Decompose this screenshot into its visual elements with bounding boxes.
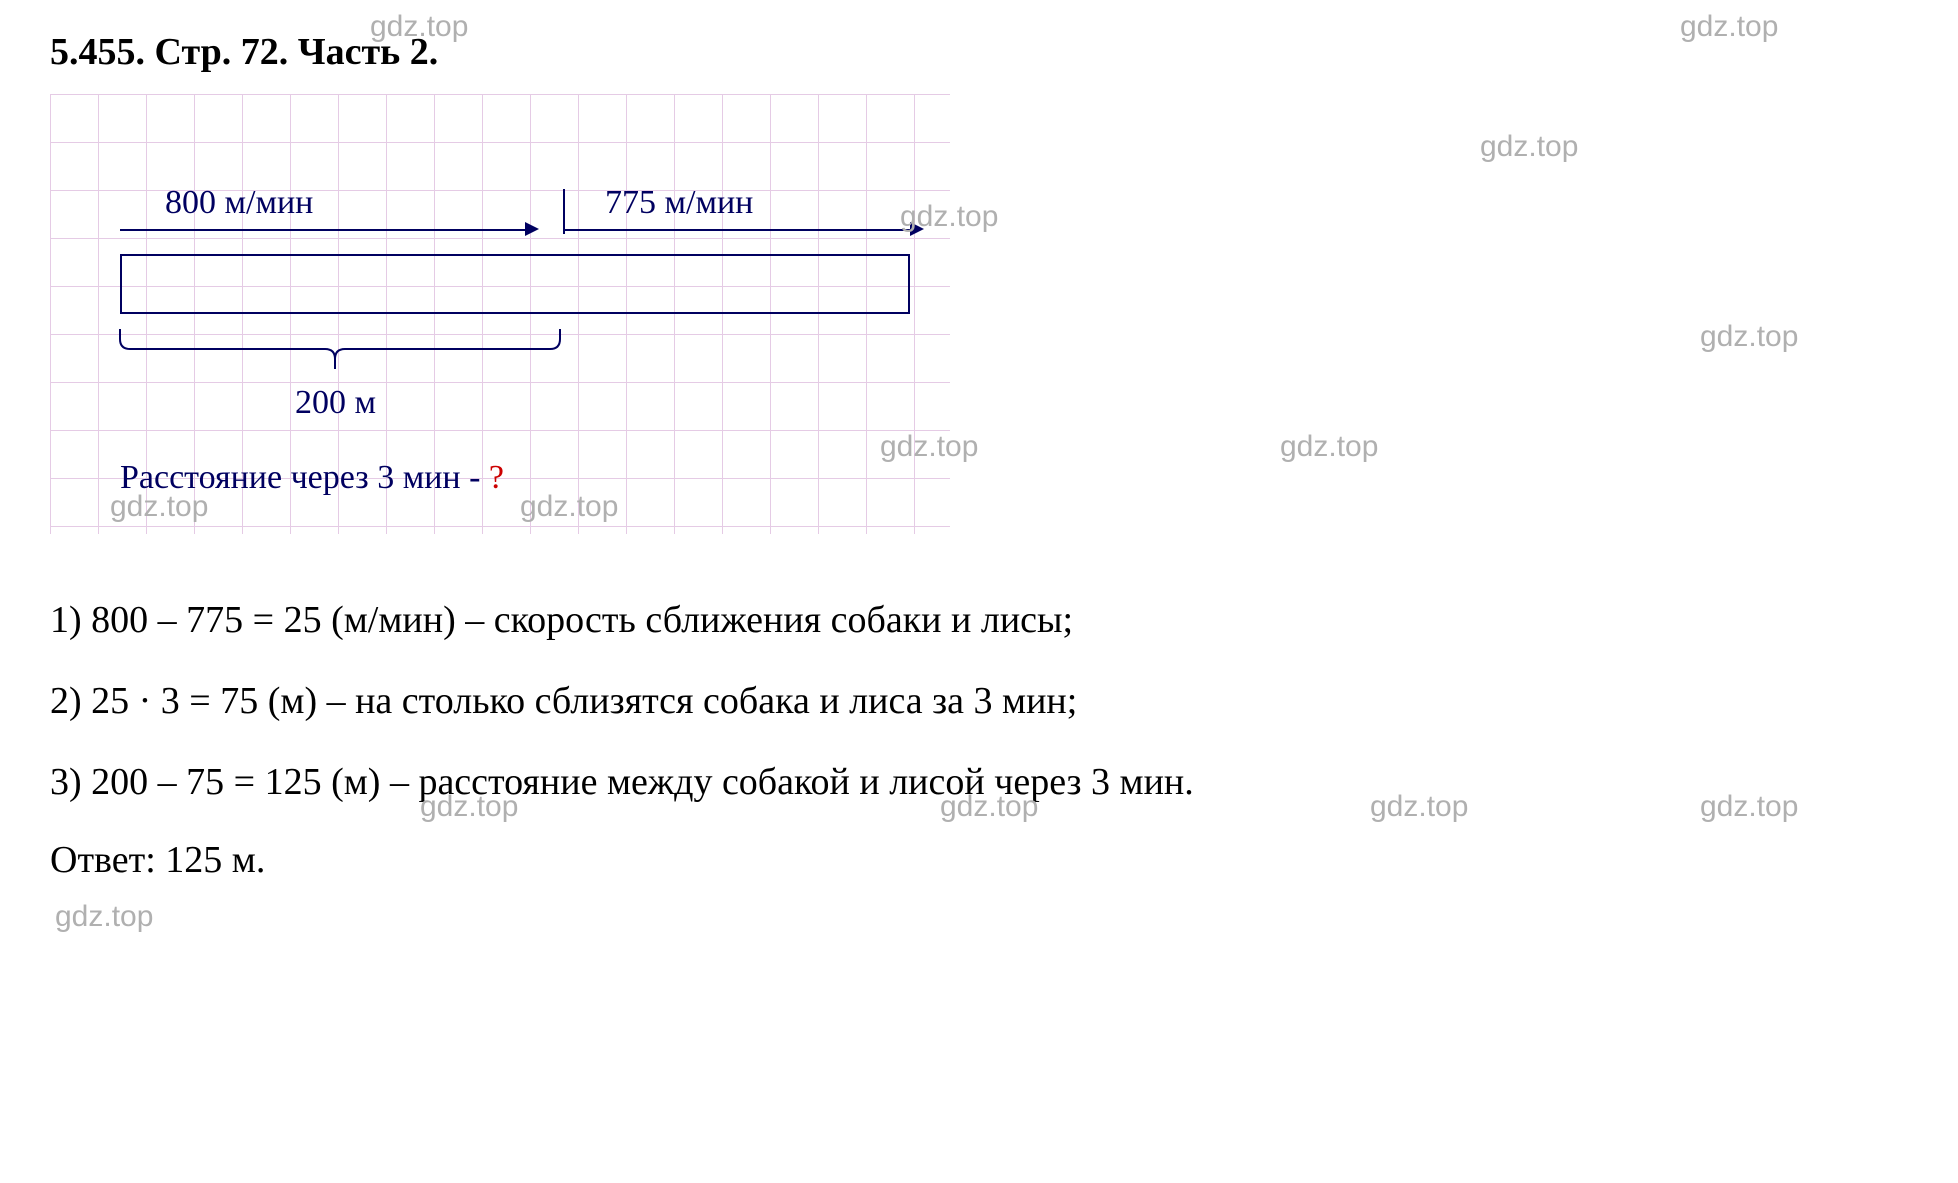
question-prefix: Расстояние через 3 мин - xyxy=(120,459,489,496)
arrow-head-2 xyxy=(910,222,924,236)
solution-container: 1) 800 – 775 = 25 (м/мин) – скорость сбл… xyxy=(50,594,1908,882)
arrow-head-1 xyxy=(525,222,539,236)
watermark-text: gdz.top xyxy=(55,900,153,934)
question-text: Расстояние через 3 мин - ? xyxy=(120,459,504,497)
brace-icon xyxy=(110,324,570,384)
watermark-text: gdz.top xyxy=(1700,320,1798,354)
distance-bar xyxy=(120,254,910,314)
divider-line xyxy=(563,189,565,234)
distance-label: 200 м xyxy=(295,384,376,422)
arrow-line-2 xyxy=(565,229,910,231)
diagram-container: 800 м/мин 775 м/мин 200 м Расстояние чер… xyxy=(50,94,950,534)
watermark-text: gdz.top xyxy=(1480,130,1578,164)
speed-label-1: 800 м/мин xyxy=(165,184,313,222)
arrow-line-1 xyxy=(120,229,525,231)
problem-header: 5.455. Стр. 72. Часть 2. xyxy=(50,30,1908,74)
speed-label-2: 775 м/мин xyxy=(605,184,753,222)
solution-step-2: 2) 25 · 3 = 75 (м) – на столько сблизятс… xyxy=(50,675,1908,728)
solution-step-3: 3) 200 – 75 = 125 (м) – расстояние между… xyxy=(50,756,1908,809)
question-mark: ? xyxy=(489,459,504,496)
watermark-text: gdz.top xyxy=(1280,430,1378,464)
solution-step-1: 1) 800 – 775 = 25 (м/мин) – скорость сбл… xyxy=(50,594,1908,647)
solution-answer: Ответ: 125 м. xyxy=(50,838,1908,882)
